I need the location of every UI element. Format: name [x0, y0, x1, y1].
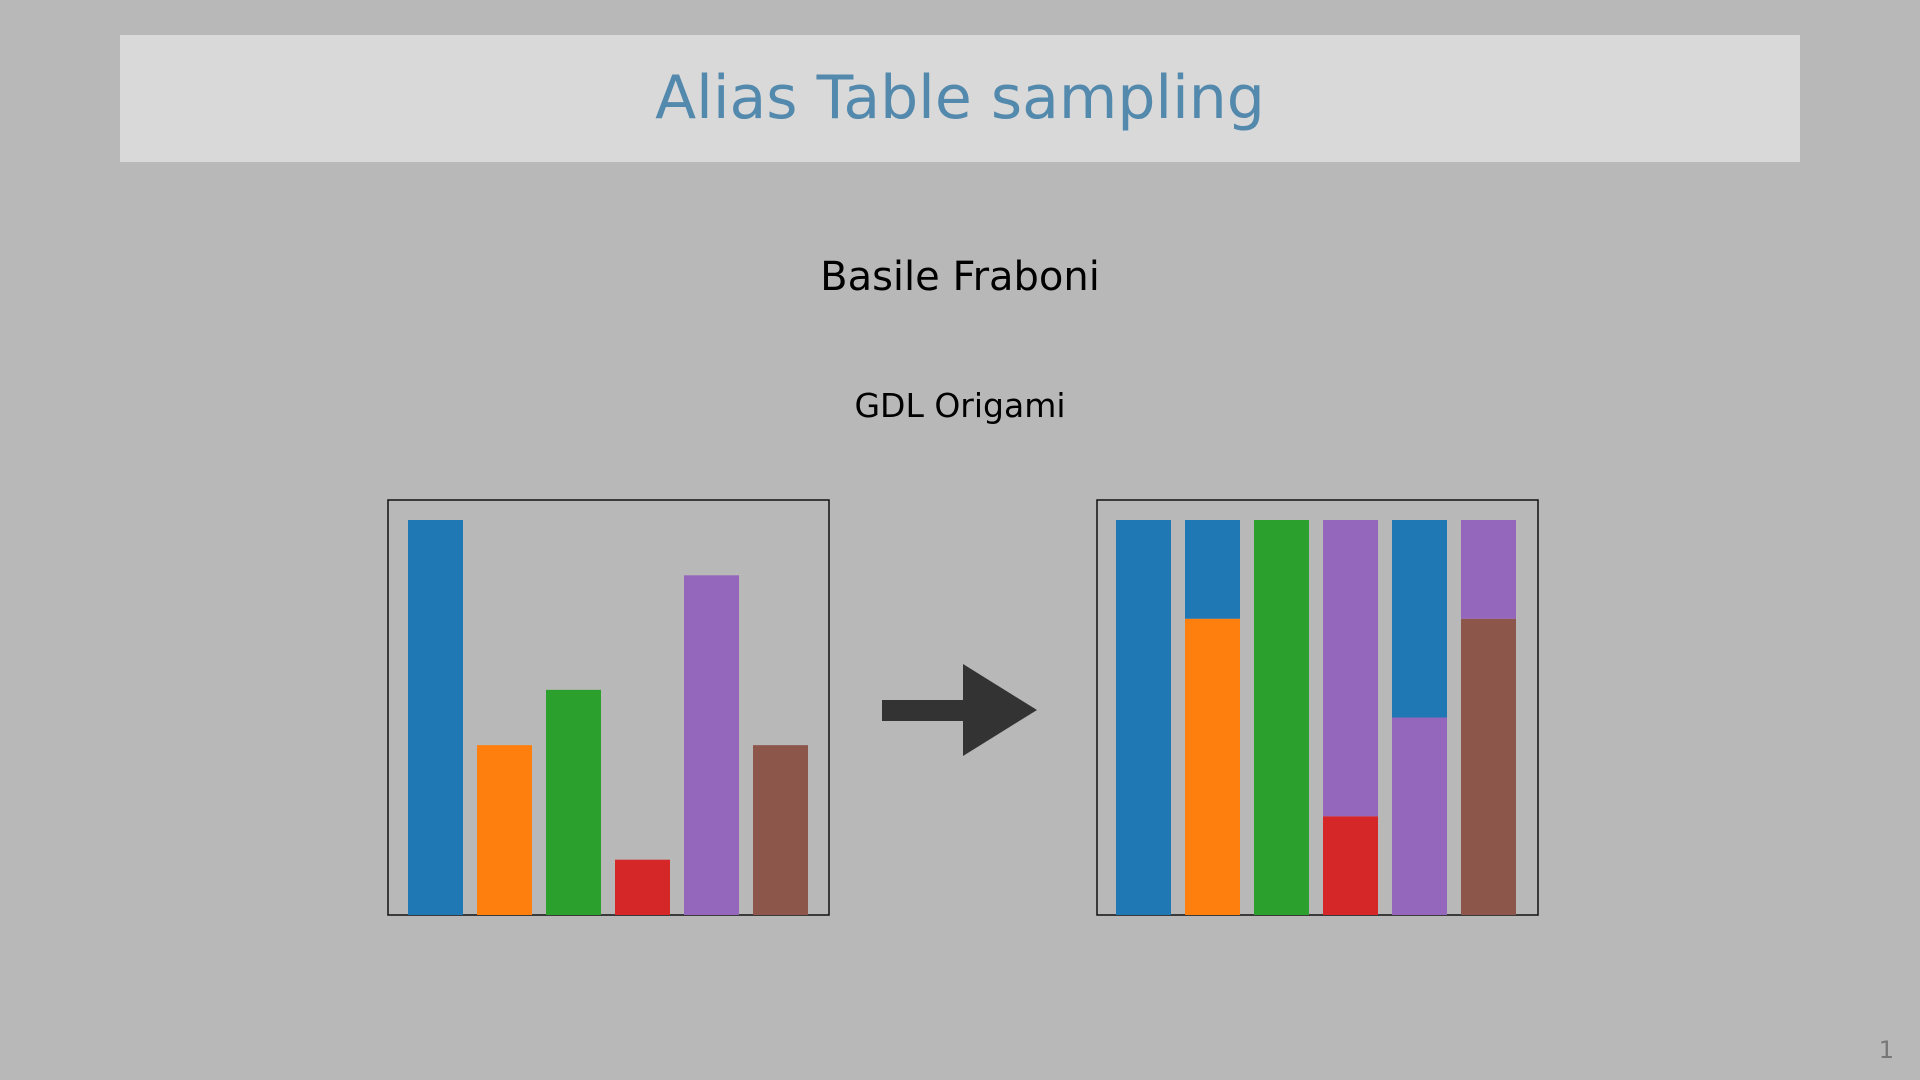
alias-table-probability-segment [1323, 816, 1378, 915]
alias-table-probability-segment [1116, 520, 1171, 915]
alias-table-alias-segment [1392, 520, 1447, 718]
slide-institute: GDL Origami [854, 386, 1066, 425]
alias-table-probability-segment [1254, 520, 1309, 915]
arrow-head [963, 664, 1037, 756]
distribution-chart-frame [387, 499, 830, 916]
distribution-bar [408, 520, 463, 915]
alias-table-probability-segment [1392, 717, 1447, 915]
title-banner: Alias Table sampling [120, 35, 1800, 162]
page-number: 1 [1878, 1036, 1894, 1064]
alias-table-alias-segment [1323, 520, 1378, 817]
alias-table-probability-segment [1461, 618, 1516, 915]
distribution-bar [684, 575, 739, 915]
arrow-shaft [882, 700, 964, 721]
transform-arrow [882, 664, 1037, 756]
distribution-chart [387, 499, 830, 916]
alias-table-probability-segment [1185, 618, 1240, 915]
distribution-bar [615, 859, 670, 915]
distribution-bar [477, 745, 532, 915]
alias-table-chart-frame [1096, 499, 1539, 916]
slide-author: Basile Fraboni [820, 254, 1100, 300]
distribution-bar [546, 689, 601, 915]
alias-table-chart [1096, 499, 1539, 916]
distribution-bar [753, 745, 808, 915]
slide-title: Alias Table sampling [655, 62, 1265, 133]
alias-table-alias-segment [1461, 520, 1516, 619]
alias-table-alias-segment [1185, 520, 1240, 619]
